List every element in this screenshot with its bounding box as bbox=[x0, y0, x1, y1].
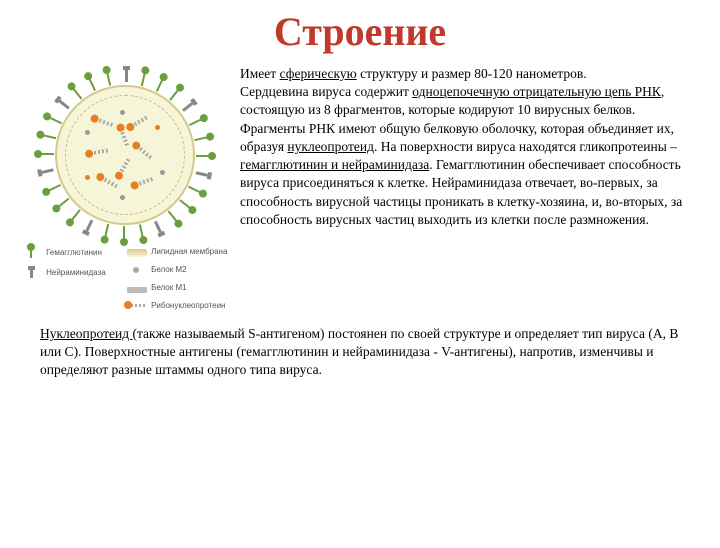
legend-label: Гемагглютинин bbox=[46, 248, 102, 258]
legend-item-membrane: Липидная мембрана bbox=[127, 246, 228, 257]
protein-dot bbox=[155, 125, 160, 130]
membrane-icon bbox=[127, 249, 147, 257]
ha-spike bbox=[123, 226, 125, 240]
ha-spike bbox=[57, 198, 69, 208]
page-title: Строение bbox=[0, 8, 720, 55]
m1-icon bbox=[127, 287, 147, 293]
legend-label: Белок М2 bbox=[151, 265, 186, 275]
na-spike bbox=[154, 221, 162, 233]
na-spike bbox=[85, 219, 93, 231]
ha-spike bbox=[48, 116, 61, 124]
diagram-column: Гемагглютинин Нейраминидаза Липидная мем… bbox=[20, 65, 230, 319]
text-underline: гемагглютинин и нейраминидаза bbox=[240, 157, 429, 172]
text-underline: Нуклеопротеид bbox=[40, 326, 132, 341]
text-fragment: . На поверхности вируса находятся гликоп… bbox=[374, 139, 677, 154]
bottom-text: Нуклеопротеид (также называемый S-антиге… bbox=[0, 319, 720, 380]
na-spike bbox=[196, 171, 208, 177]
na-spike bbox=[41, 168, 53, 174]
na-spike bbox=[182, 102, 193, 112]
legend-label: Липидная мембрана bbox=[151, 247, 227, 257]
na-icon bbox=[22, 266, 42, 280]
m2-icon bbox=[127, 263, 147, 277]
legend-label: Рибонуклеопротеин bbox=[151, 301, 225, 311]
ha-spike bbox=[188, 186, 201, 194]
text-fragment: (также называемый S-антигеном) постоянен… bbox=[40, 326, 678, 377]
ha-spike bbox=[179, 199, 191, 209]
legend-item-na: Нейраминидаза bbox=[22, 266, 123, 280]
ha-spike bbox=[168, 211, 178, 223]
legend-label: Белок М1 bbox=[151, 283, 186, 293]
ha-spike bbox=[196, 155, 210, 157]
na-spike bbox=[125, 70, 128, 82]
text-underline: одноцепочечную отрицательную цепь РНК bbox=[412, 84, 661, 99]
protein-dot bbox=[120, 195, 125, 200]
ha-spike bbox=[106, 72, 111, 86]
ha-spike bbox=[40, 153, 54, 155]
ha-icon bbox=[22, 246, 42, 260]
ha-spike bbox=[104, 224, 109, 238]
protein-dot bbox=[85, 130, 90, 135]
text-fragment: Имеет bbox=[240, 66, 280, 81]
ha-spike bbox=[189, 118, 202, 126]
ha-spike bbox=[156, 78, 164, 91]
legend-label: Нейраминидаза bbox=[46, 268, 106, 278]
ha-spike bbox=[139, 224, 144, 238]
na-spike bbox=[59, 100, 70, 110]
content-row: Гемагглютинин Нейраминидаза Липидная мем… bbox=[0, 65, 720, 319]
protein-dot bbox=[85, 175, 90, 180]
ha-spike bbox=[70, 209, 80, 221]
text-underline: нуклеопротеид bbox=[287, 139, 374, 154]
ha-spike bbox=[42, 134, 56, 139]
ha-spike bbox=[88, 78, 96, 91]
virus-inner-ring bbox=[65, 95, 185, 215]
legend-item-m1: Белок М1 bbox=[127, 283, 228, 293]
main-text: Имеет сферическую структуру и размер 80-… bbox=[230, 65, 690, 319]
rnp-icon bbox=[127, 299, 147, 313]
virus-diagram bbox=[40, 70, 210, 240]
legend-item-ha: Гемагглютинин bbox=[22, 246, 123, 260]
legend-item-rnp: Рибонуклеопротеин bbox=[127, 299, 228, 313]
ha-spike bbox=[141, 72, 146, 86]
ha-spike bbox=[48, 184, 61, 192]
text-fragment: структуру и размер 80-120 нанометров. bbox=[357, 66, 587, 81]
legend: Гемагглютинин Нейраминидаза Липидная мем… bbox=[20, 246, 230, 319]
protein-dot bbox=[120, 110, 125, 115]
text-fragment: Сердцевина вируса содержит bbox=[240, 84, 412, 99]
legend-item-m2: Белок М2 bbox=[127, 263, 228, 277]
ha-spike bbox=[169, 89, 179, 101]
ha-spike bbox=[194, 136, 208, 141]
protein-dot bbox=[160, 170, 165, 175]
text-underline: сферическую bbox=[280, 66, 357, 81]
ha-spike bbox=[72, 87, 82, 99]
